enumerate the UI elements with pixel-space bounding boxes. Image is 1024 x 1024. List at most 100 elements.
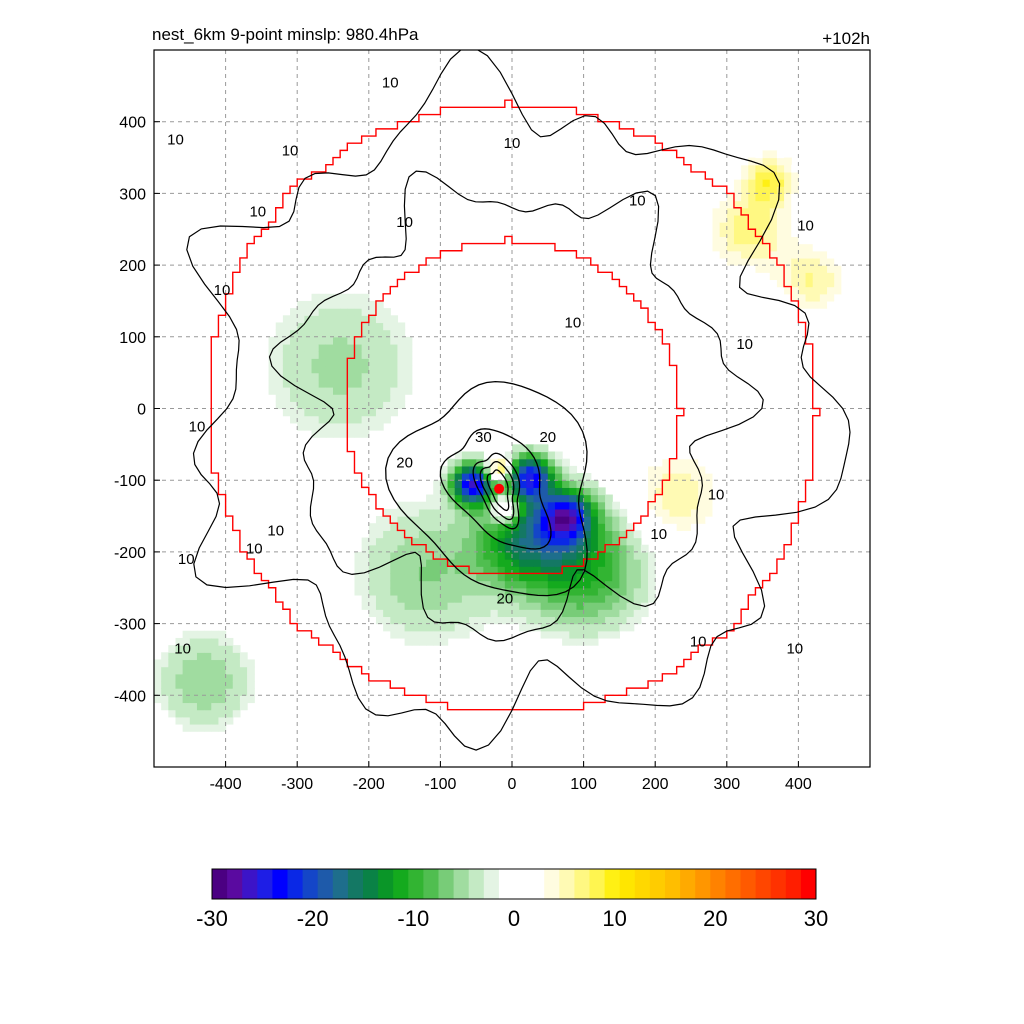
field-cell xyxy=(454,458,463,467)
field-cell xyxy=(290,379,298,388)
field-cell xyxy=(554,573,563,582)
field-cell xyxy=(404,358,413,367)
field-cell xyxy=(189,652,198,661)
field-cell xyxy=(461,458,470,467)
field-cell xyxy=(182,702,191,711)
field-cell xyxy=(297,372,305,381)
field-cell xyxy=(168,688,177,696)
field-cell xyxy=(605,559,613,567)
field-cell xyxy=(819,257,828,266)
field-cell xyxy=(383,329,391,338)
y-tick-label: 300 xyxy=(119,186,146,203)
field-cell xyxy=(569,566,578,575)
field-cell xyxy=(347,386,356,395)
field-cell xyxy=(569,530,578,539)
field-cell xyxy=(827,279,835,288)
field-cell xyxy=(383,516,391,524)
field-cell xyxy=(282,386,291,395)
field-cell xyxy=(454,523,463,531)
field-cell xyxy=(368,351,377,359)
contour-label: 20 xyxy=(496,591,513,608)
field-cell xyxy=(605,551,613,560)
field-cell xyxy=(526,566,535,575)
field-cell xyxy=(562,523,570,531)
field-cell xyxy=(411,573,420,582)
contour-label: 10 xyxy=(708,487,725,504)
field-cell xyxy=(562,594,570,603)
field-cell xyxy=(390,358,399,367)
field-cell xyxy=(454,594,463,603)
field-cell xyxy=(590,616,599,625)
field-cell xyxy=(576,473,585,481)
field-cell xyxy=(562,494,570,503)
field-cell xyxy=(483,609,492,618)
field-cell xyxy=(526,473,535,481)
field-cell xyxy=(318,379,327,388)
field-cell xyxy=(819,279,828,288)
field-cell xyxy=(440,516,449,524)
colorbar: -30 -20 -10 0 10 20 30 xyxy=(196,868,828,931)
field-cell xyxy=(225,659,234,668)
field-cell xyxy=(576,580,585,589)
field-cell xyxy=(361,300,370,309)
field-cell xyxy=(626,609,635,618)
field-cell xyxy=(827,272,835,281)
field-cell xyxy=(805,250,814,259)
field-cell xyxy=(755,164,764,173)
field-cell xyxy=(426,516,434,524)
field-cell xyxy=(239,702,248,711)
field-cell xyxy=(640,594,649,603)
field-cell xyxy=(705,487,714,496)
field-cell xyxy=(619,594,628,603)
field-cell xyxy=(390,365,399,374)
field-cell xyxy=(404,351,413,359)
field-cell xyxy=(676,480,685,488)
field-cell xyxy=(569,501,578,510)
field-cell xyxy=(196,630,205,639)
field-cell xyxy=(655,458,663,467)
field-cell xyxy=(497,480,506,488)
field-cell xyxy=(805,236,814,245)
field-cell xyxy=(483,551,492,560)
field-cell xyxy=(519,580,527,589)
field-cell xyxy=(554,473,563,481)
field-cell xyxy=(512,487,520,496)
field-cell xyxy=(497,544,506,553)
field-cell xyxy=(196,652,205,661)
field-cell xyxy=(583,630,592,639)
field-cell xyxy=(311,365,320,374)
field-cell xyxy=(791,214,799,223)
field-cell xyxy=(225,637,234,646)
field-cell xyxy=(333,343,341,352)
field-cell xyxy=(347,315,356,324)
field-cell xyxy=(619,508,628,517)
field-cell xyxy=(526,616,535,625)
field-cell xyxy=(569,623,578,632)
field-cell xyxy=(297,386,305,395)
field-cell xyxy=(290,315,298,324)
field-cell xyxy=(669,473,678,481)
field-cell xyxy=(311,394,320,402)
field-cell xyxy=(318,372,327,381)
field-cell xyxy=(440,566,449,575)
field-cell xyxy=(512,544,520,553)
field-cell xyxy=(189,688,198,696)
field-cell xyxy=(447,566,456,575)
field-cell xyxy=(354,386,363,395)
field-cell xyxy=(404,573,413,582)
field-cell xyxy=(383,372,391,381)
field-cell xyxy=(733,179,742,187)
field-cell xyxy=(519,523,527,531)
field-cell xyxy=(733,222,742,230)
field-cell xyxy=(519,623,527,632)
field-cell xyxy=(361,379,370,388)
field-cell xyxy=(705,243,714,252)
field-cell xyxy=(397,508,406,517)
field-cell xyxy=(769,179,778,187)
field-cell xyxy=(361,415,370,424)
contour-label: 10 xyxy=(736,336,753,353)
field-cell xyxy=(583,580,592,589)
field-cell xyxy=(375,566,384,575)
field-cell xyxy=(469,487,477,496)
field-cell xyxy=(397,401,406,410)
